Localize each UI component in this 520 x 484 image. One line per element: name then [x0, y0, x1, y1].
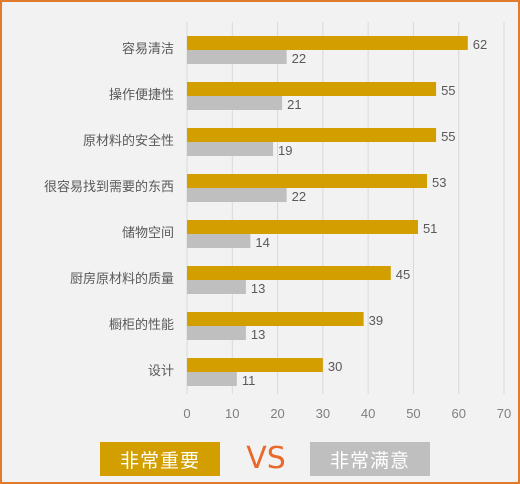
category-label: 厨房原材料的质量	[70, 271, 174, 287]
bar-important	[187, 312, 364, 326]
bar-important	[187, 128, 437, 142]
x-tick-label: 30	[316, 406, 330, 421]
category-label: 容易清洁	[122, 41, 174, 57]
data-label-important: 53	[432, 175, 446, 190]
bar-satisfied	[187, 372, 237, 386]
legend-vs-separator: VS	[246, 440, 286, 476]
data-label-important: 55	[441, 129, 455, 144]
data-label-satisfied: 11	[242, 373, 256, 388]
legend-series-important: 非常重要	[100, 442, 220, 476]
data-label-important: 30	[328, 359, 342, 374]
bar-satisfied	[187, 326, 246, 340]
x-tick-label: 10	[225, 406, 239, 421]
category-label: 橱柜的性能	[109, 317, 174, 333]
data-label-important: 62	[473, 37, 487, 52]
data-label-important: 51	[423, 221, 437, 236]
data-label-important: 45	[396, 267, 410, 282]
data-label-satisfied: 14	[255, 235, 269, 250]
category-label: 原材料的安全性	[83, 133, 174, 149]
bar-important	[187, 174, 428, 188]
x-tick-label: 60	[451, 406, 465, 421]
bar-important	[187, 36, 468, 50]
data-label-important: 55	[441, 83, 455, 98]
bar-important	[187, 358, 323, 372]
category-label: 很容易找到需要的东西	[44, 179, 174, 195]
legend-series-satisfied: 非常满意	[310, 442, 430, 476]
data-label-satisfied: 22	[292, 189, 306, 204]
data-label-satisfied: 19	[278, 143, 292, 158]
bar-important	[187, 220, 418, 234]
bar-satisfied	[187, 234, 251, 248]
bar-satisfied	[187, 50, 287, 64]
x-tick-label: 20	[270, 406, 284, 421]
category-label: 设计	[148, 364, 174, 379]
x-tick-label: 50	[406, 406, 420, 421]
data-label-satisfied: 21	[287, 97, 301, 112]
data-label-satisfied: 13	[251, 281, 265, 296]
bar-satisfied	[187, 280, 246, 294]
data-label-important: 39	[369, 313, 383, 328]
data-label-satisfied: 13	[251, 327, 265, 342]
bar-satisfied	[187, 96, 283, 110]
bar-satisfied	[187, 188, 287, 202]
bar-important	[187, 266, 391, 280]
category-label: 储物空间	[122, 226, 174, 241]
data-label-satisfied: 22	[292, 51, 306, 66]
bar-important	[187, 82, 437, 96]
x-tick-label: 0	[183, 406, 190, 421]
x-tick-label: 70	[497, 406, 511, 421]
bar-satisfied	[187, 142, 274, 156]
x-tick-label: 40	[361, 406, 375, 421]
category-label: 操作便捷性	[109, 87, 174, 103]
